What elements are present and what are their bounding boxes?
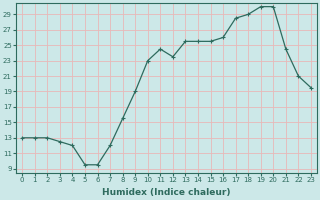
X-axis label: Humidex (Indice chaleur): Humidex (Indice chaleur) <box>102 188 231 197</box>
